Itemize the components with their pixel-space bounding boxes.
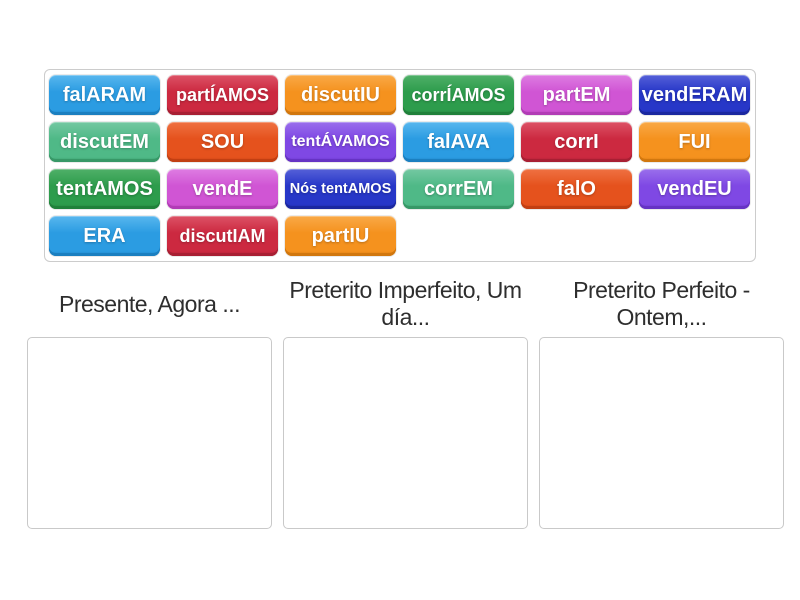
category-dropzone[interactable] <box>283 337 528 529</box>
category-dropzone[interactable] <box>27 337 272 529</box>
word-tile[interactable]: corrEM <box>403 169 514 209</box>
word-tile[interactable]: vendEU <box>639 169 750 209</box>
word-tile[interactable]: partIU <box>285 216 396 256</box>
word-tile[interactable]: discutIAM <box>167 216 278 256</box>
category-label: Preterito Perfeito - Ontem,... <box>573 277 750 330</box>
word-tile[interactable]: falARAM <box>49 75 160 115</box>
word-tile[interactable]: tentAMOS <box>49 169 160 209</box>
word-tile[interactable]: falO <box>521 169 632 209</box>
category-column: Preterito Perfeito - Ontem,... <box>539 276 784 529</box>
category-label: Preterito Imperfeito, Um día... <box>289 277 522 330</box>
word-tile[interactable]: tentÁVAMOS <box>285 122 396 162</box>
word-tile[interactable]: corrI <box>521 122 632 162</box>
word-tile[interactable]: falAVA <box>403 122 514 162</box>
category-dropzone[interactable] <box>539 337 784 529</box>
word-tile[interactable]: partÍAMOS <box>167 75 278 115</box>
word-tile[interactable]: partEM <box>521 75 632 115</box>
word-tile[interactable]: FUI <box>639 122 750 162</box>
word-tile[interactable]: Nós tentAMOS <box>285 169 396 209</box>
category-column: Preterito Imperfeito, Um día... <box>283 276 528 529</box>
word-tile[interactable]: vendE <box>167 169 278 209</box>
word-tile[interactable]: discutIU <box>285 75 396 115</box>
word-tile[interactable]: corrÍAMOS <box>403 75 514 115</box>
category-label: Presente, Agora ... <box>58 290 241 317</box>
category-column: Presente, Agora ... <box>27 276 272 529</box>
word-tile[interactable]: discutEM <box>49 122 160 162</box>
word-bank: falARAM partÍAMOS discutIU corrÍAMOS partEM v… <box>44 69 756 262</box>
word-tile[interactable]: vendERAM <box>639 75 750 115</box>
word-tile[interactable]: SOU <box>167 122 278 162</box>
word-tile[interactable]: ERA <box>49 216 160 256</box>
category-columns: Presente, Agora ... Preterito Imperfeito… <box>27 276 784 529</box>
